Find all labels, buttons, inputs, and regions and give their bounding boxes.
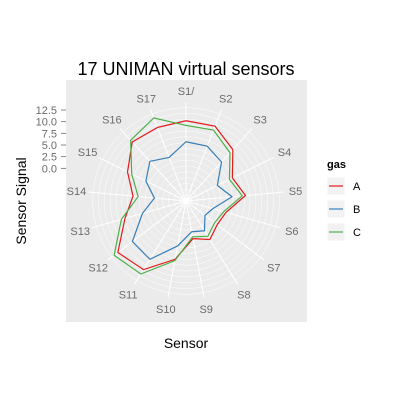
grid-spoke (107, 200, 187, 261)
category-label: S5 (289, 186, 302, 198)
category-label: S8 (237, 290, 250, 302)
chart-title: 17 UNIMAN virtual sensors (77, 59, 294, 79)
legend-label: C (353, 227, 361, 239)
y-tick-label: 7.5 (42, 128, 57, 140)
y-tick-label: 5.0 (42, 140, 57, 152)
legend: gas ABC (326, 159, 361, 242)
grid-spoke (185, 109, 222, 202)
category-label: S10 (156, 304, 176, 316)
y-tick-label: 0.0 (42, 163, 57, 175)
legend-label: B (353, 204, 360, 216)
category-label: S2 (219, 93, 232, 105)
series-c-line (113, 117, 244, 275)
grid-spoke (167, 200, 187, 298)
category-label: S13 (70, 226, 90, 238)
category-label: S17 (136, 93, 156, 105)
category-label: S11 (119, 290, 138, 302)
grid-spoke (185, 200, 239, 285)
grid-spoke (185, 191, 284, 202)
grid-spoke (185, 200, 205, 298)
grid-spoke (88, 191, 187, 202)
grid-spoke (185, 128, 253, 202)
legend-label: A (353, 181, 361, 193)
x-axis-title: Sensor (164, 335, 209, 351)
category-labels: S1/S2 S3 S4 S5 S6 S7 S8 S9 S10 S11 S12 S13 S14 S15 S16… (67, 86, 303, 316)
category-label: S9 (199, 304, 212, 316)
category-label: S4 (278, 147, 291, 159)
series-layer (113, 117, 247, 275)
grid-layer (88, 103, 284, 298)
category-label: S15 (78, 147, 98, 159)
category-label: S1/ (178, 86, 195, 98)
y-axis-title: Sensor Signal (13, 157, 29, 244)
category-label: S14 (67, 186, 87, 198)
grid-spoke (133, 200, 187, 285)
grid-spoke (91, 200, 187, 229)
y-axis: 0.02.55.07.510.012.5 (36, 105, 66, 175)
category-label: S12 (88, 262, 108, 274)
grid-spoke (150, 109, 187, 202)
legend-title: gas (327, 159, 346, 171)
grid-spoke (185, 200, 265, 261)
y-tick-label: 10.0 (36, 117, 57, 129)
category-label: S16 (102, 115, 122, 127)
series-b-line (131, 141, 234, 261)
grid-spoke (98, 156, 187, 202)
y-tick-label: 12.5 (36, 105, 57, 117)
y-tick-label: 2.5 (42, 152, 57, 164)
category-label: S6 (285, 226, 298, 238)
category-label: S3 (253, 115, 266, 127)
category-label: S7 (267, 262, 280, 274)
grid-spoke (185, 200, 281, 229)
